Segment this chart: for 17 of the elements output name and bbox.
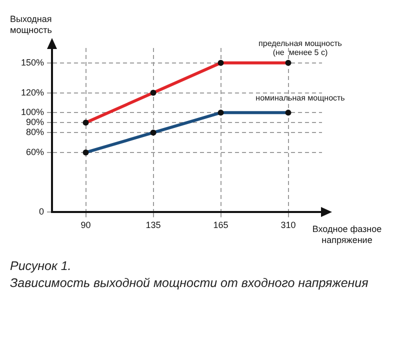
x-tick-label: 135 bbox=[146, 220, 161, 230]
y-tick-label: 80% bbox=[26, 127, 44, 138]
x-tick-label: 165 bbox=[213, 220, 228, 230]
series-label: предельная мощность (не менее 5 с) bbox=[258, 38, 342, 57]
y-tick-label: 100% bbox=[20, 107, 44, 118]
y-tick-label: 0 bbox=[39, 206, 44, 217]
y-tick-label: 90% bbox=[26, 117, 44, 128]
series-label: номинальная мощность bbox=[256, 94, 345, 103]
text: Зависимость выходной мощности от входного напряжения bbox=[10, 275, 370, 292]
y-tick-label: 120% bbox=[20, 87, 44, 98]
text: Рисунок 1. bbox=[10, 258, 72, 275]
x-tick-label: 90 bbox=[80, 220, 91, 230]
x-tick-label: 310 bbox=[280, 220, 296, 230]
y-tick-label: 150% bbox=[20, 57, 44, 68]
y-tick-label: 60% bbox=[26, 146, 44, 157]
y-axis-title: Выходная мощность bbox=[10, 14, 52, 35]
x-axis-title: Входное фазное напряжение bbox=[312, 224, 382, 246]
